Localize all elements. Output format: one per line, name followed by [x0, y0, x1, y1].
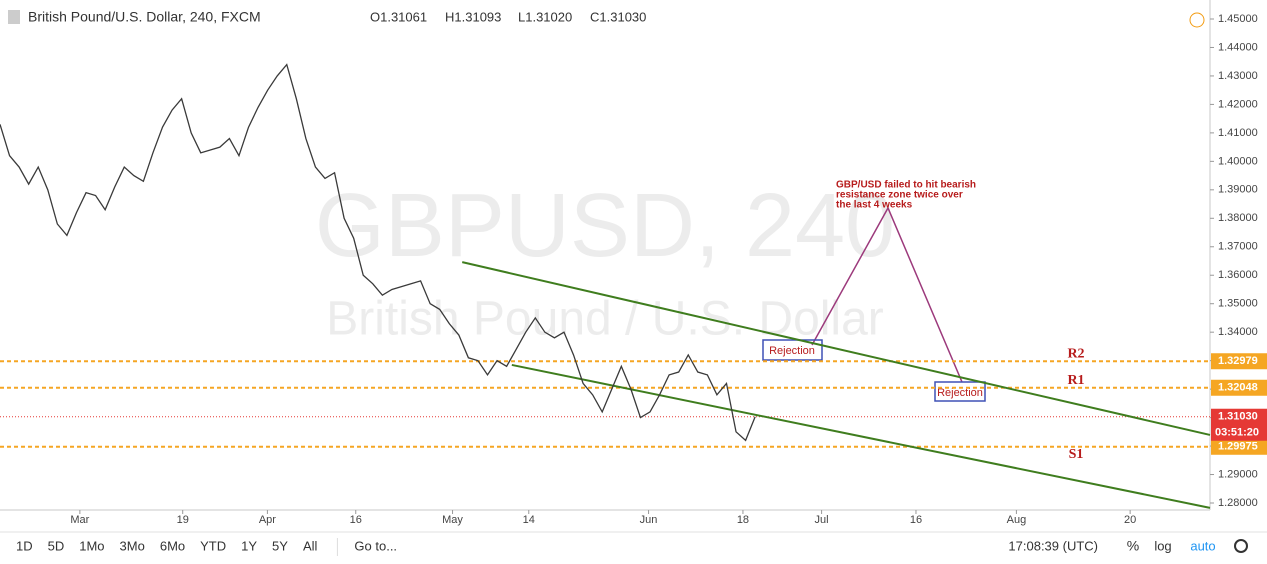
y-tick-label: 1.28000: [1218, 497, 1258, 509]
rejection-label: Rejection: [937, 387, 983, 399]
x-tick-label: 19: [177, 514, 189, 526]
rejection-box: [762, 339, 823, 361]
range-button[interactable]: 3Mo: [120, 538, 145, 553]
x-tick-label: Aug: [1007, 514, 1027, 526]
symbol[interactable]: British Pound/U.S. Dollar, 240, FXCM: [28, 9, 261, 25]
y-tick-label: 1.36000: [1218, 269, 1258, 281]
range-button[interactable]: 1Mo: [79, 538, 104, 553]
clock[interactable]: 17:08:39 (UTC): [1008, 538, 1098, 553]
y-tick-label: 1.40000: [1218, 155, 1258, 167]
annotation: the last 4 weeks: [836, 200, 913, 211]
x-tick-label: Jun: [640, 514, 658, 526]
range-button[interactable]: 5D: [48, 538, 65, 553]
x-tick-label: 20: [1124, 514, 1136, 526]
range-button[interactable]: 1D: [16, 538, 33, 553]
price-line: [0, 63, 756, 442]
watermark: GBPUSD, 240: [315, 176, 895, 276]
y-tick-label: 1.37000: [1218, 241, 1258, 253]
price-tag-label: 1.32979: [1218, 355, 1258, 367]
symbol-icon: [8, 10, 20, 24]
y-tick-label: 1.42000: [1218, 98, 1258, 110]
price-tag: [1211, 379, 1267, 396]
watermark: British Pound / U.S. Dollar: [326, 293, 884, 346]
price-tag-label: 1.32048: [1218, 382, 1258, 394]
countdown: 03:51:20: [1215, 427, 1259, 439]
price-tag: [1211, 408, 1267, 441]
log-button[interactable]: log: [1154, 538, 1171, 553]
range-button[interactable]: YTD: [200, 538, 226, 553]
x-tick-label: 16: [910, 514, 922, 526]
percent-button[interactable]: %: [1127, 538, 1139, 554]
y-tick-label: 1.34000: [1218, 326, 1258, 338]
level-name: R2: [1067, 346, 1084, 361]
settings-button[interactable]: [1234, 539, 1248, 553]
trend-line: [511, 363, 1211, 509]
x-tick-label: Jul: [815, 514, 829, 526]
range-button[interactable]: 1Y: [241, 538, 257, 553]
y-tick-label: 1.39000: [1218, 184, 1258, 196]
price-tag: [1211, 438, 1267, 455]
range-button[interactable]: All: [303, 538, 318, 553]
auto-button[interactable]: auto: [1190, 538, 1215, 553]
annotation: GBP/USD failed to hit bearish: [836, 180, 976, 191]
price-tag-label: 1.29975: [1218, 441, 1258, 453]
ohlc: H1.31093: [445, 9, 501, 24]
ohlc: C1.31030: [590, 9, 646, 24]
x-tick-label: May: [442, 514, 463, 526]
trend-line: [461, 261, 1211, 436]
x-tick-label: 14: [523, 514, 535, 526]
y-tick-label: 1.35000: [1218, 298, 1258, 310]
alert-icon[interactable]: [1189, 12, 1205, 28]
price-tag: [1211, 353, 1267, 370]
ohlc: L1.31020: [518, 9, 572, 24]
y-tick-label: 1.41000: [1218, 127, 1258, 139]
level-name: S1: [1069, 447, 1084, 462]
annotation: resistance zone twice over: [836, 190, 963, 201]
y-tick-label: 1.44000: [1218, 41, 1258, 53]
range-button[interactable]: 6Mo: [160, 538, 185, 553]
y-tick-label: 1.29000: [1218, 468, 1258, 480]
annotation-arrow: [811, 206, 963, 383]
goto-button[interactable]: Go to...: [354, 538, 397, 553]
rejection-box: [934, 381, 986, 402]
rejection-label: Rejection: [769, 345, 815, 357]
x-tick-label: 18: [737, 514, 749, 526]
x-tick-label: Mar: [70, 514, 89, 526]
y-tick-label: 1.38000: [1218, 212, 1258, 224]
level-name: R1: [1067, 373, 1084, 388]
y-tick-label: 1.45000: [1218, 13, 1258, 25]
x-tick-label: 16: [350, 514, 362, 526]
y-tick-label: 1.43000: [1218, 70, 1258, 82]
price-tag-label: 1.31030: [1218, 411, 1258, 423]
ohlc: O1.31061: [370, 9, 427, 24]
x-tick-label: Apr: [259, 514, 276, 526]
range-button[interactable]: 5Y: [272, 538, 288, 553]
